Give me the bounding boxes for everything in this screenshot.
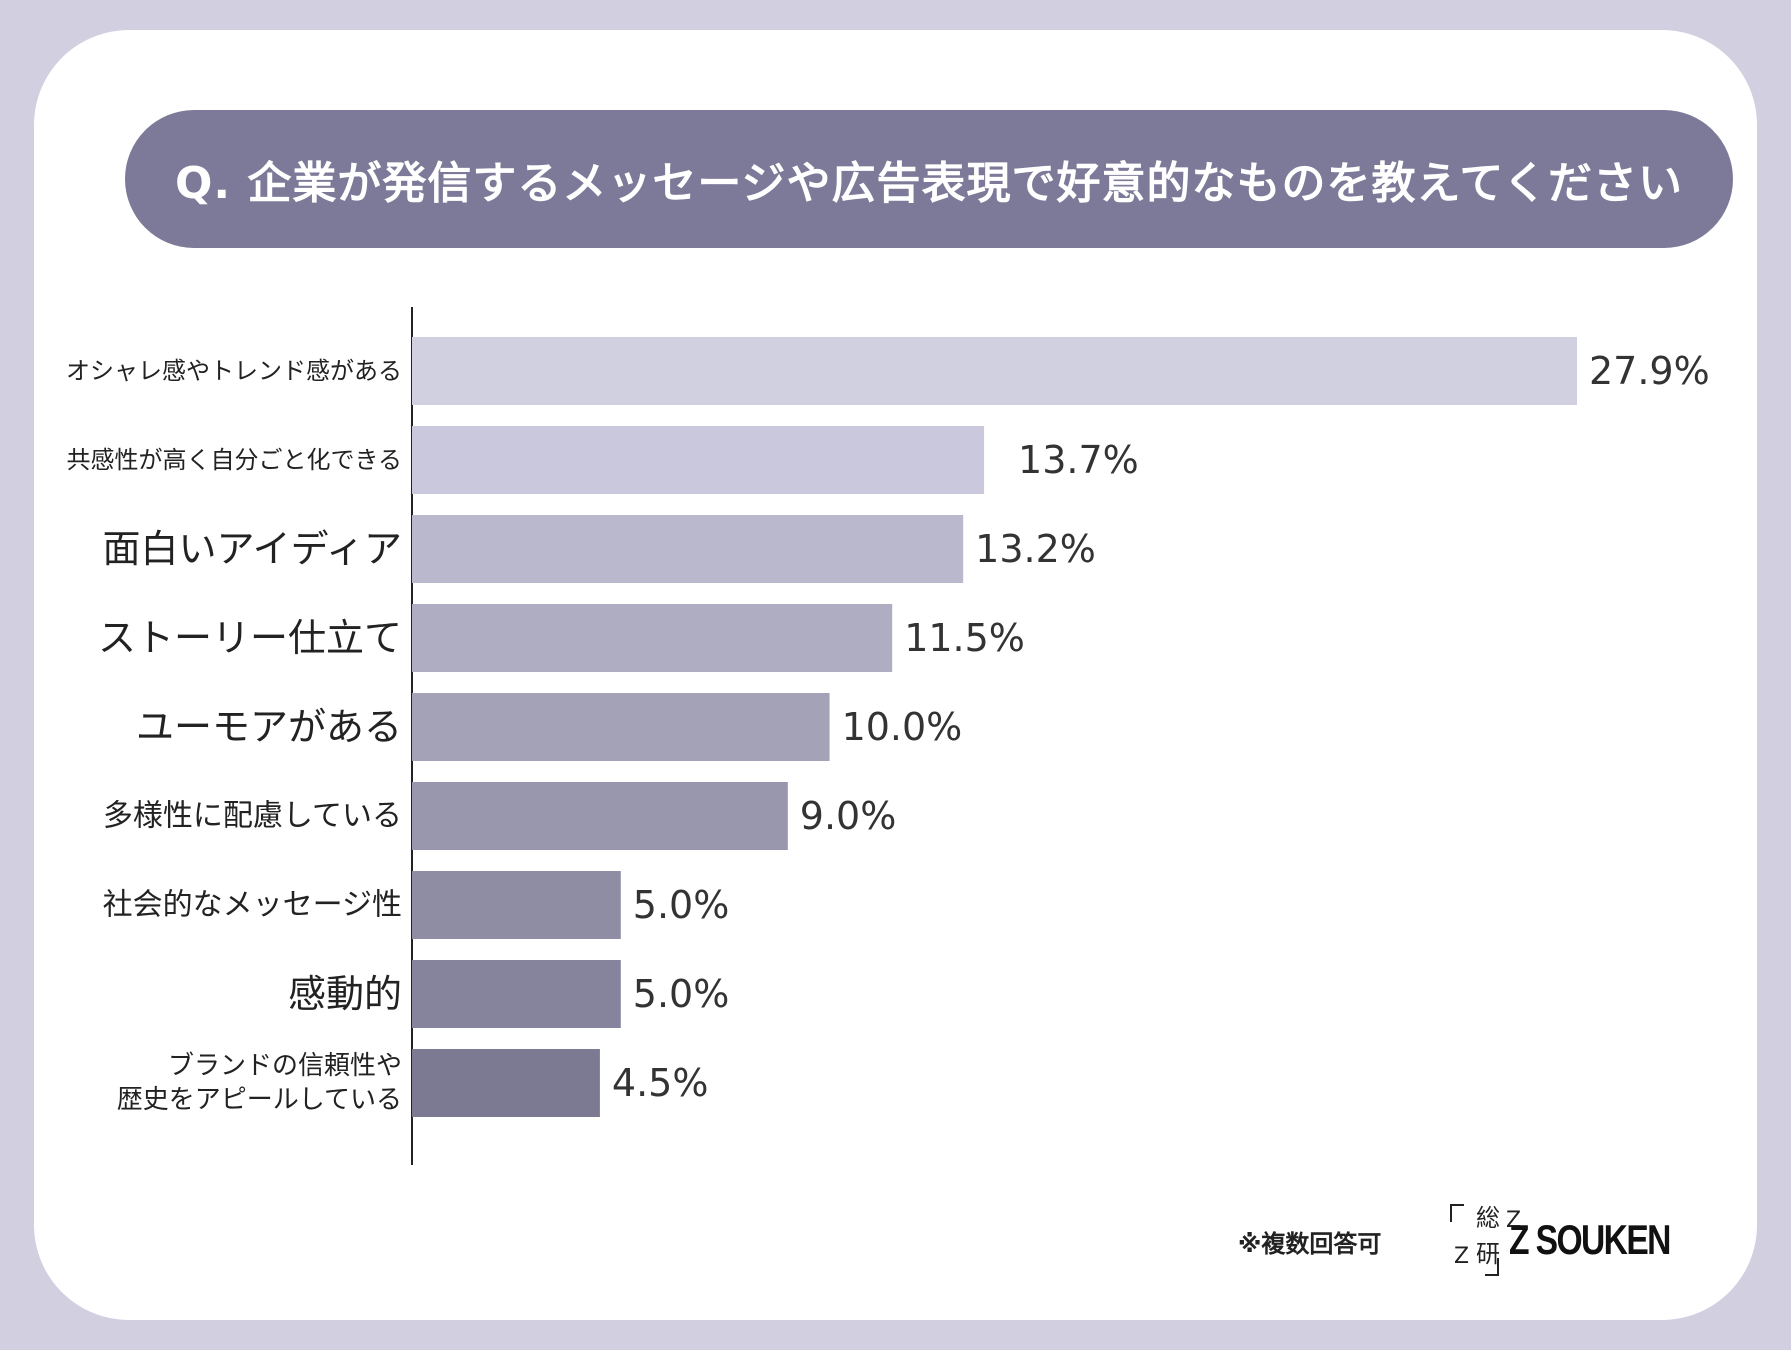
logo-text: Z SOUKEN <box>1508 1216 1671 1263</box>
category-label-0: オシャレ感やトレンド感がある <box>66 357 402 385</box>
value-label-5: 9.0% <box>800 794 897 838</box>
category-label-6: 社会的なメッセージ性 <box>103 888 402 923</box>
logo-mark-icon: 総 研 Z Z <box>1450 1202 1521 1278</box>
value-label-4: 10.0% <box>842 705 963 749</box>
category-label-2: 面白いアイディア <box>103 527 402 571</box>
value-label-0: 27.9% <box>1589 349 1710 393</box>
bar-8 <box>412 1049 600 1117</box>
bar-7 <box>412 960 621 1028</box>
category-label-4: ユーモアがある <box>136 705 402 749</box>
bar-1 <box>412 426 985 494</box>
chart-card: Q. 企業が発信するメッセージや広告表現で好意的なものを教えてください <box>34 30 1757 1320</box>
category-label-1: 共感性が高く自分ごと化できる <box>66 446 402 474</box>
value-label-2: 13.2% <box>975 527 1096 571</box>
category-label-8: ブランドの信頼性や歴史をアピールしている <box>117 1051 402 1115</box>
bar-4 <box>412 693 830 761</box>
bar-6 <box>412 871 621 939</box>
value-label-3: 11.5% <box>904 616 1025 660</box>
bar-0 <box>412 337 1577 405</box>
bar-5 <box>412 782 788 850</box>
chart-title: Q. 企業が発信するメッセージや広告表現で好意的なものを教えてください <box>125 110 1733 248</box>
category-label-7: 感動的 <box>288 972 402 1016</box>
logo-mark-top: 総 <box>1476 1204 1500 1232</box>
logo-mark-z-top: Z <box>1506 1208 1522 1233</box>
value-label-6: 5.0% <box>633 883 730 927</box>
logo-mark-bottom: 研 <box>1476 1240 1500 1268</box>
value-label-1: 13.7% <box>1018 438 1139 482</box>
value-label-8: 4.5% <box>612 1061 709 1105</box>
brand-logo: 総 研 Z Z Z SOUKEN <box>1450 1200 1710 1280</box>
bar-2 <box>412 515 964 583</box>
value-label-7: 5.0% <box>633 972 730 1016</box>
footnote: ※複数回答可 <box>1238 1230 1382 1258</box>
category-label-5: 多様性に配慮している <box>103 799 402 834</box>
category-label-3: ストーリー仕立て <box>98 616 402 660</box>
bar-3 <box>412 604 893 672</box>
logo-mark-z-bottom: Z <box>1454 1244 1470 1269</box>
